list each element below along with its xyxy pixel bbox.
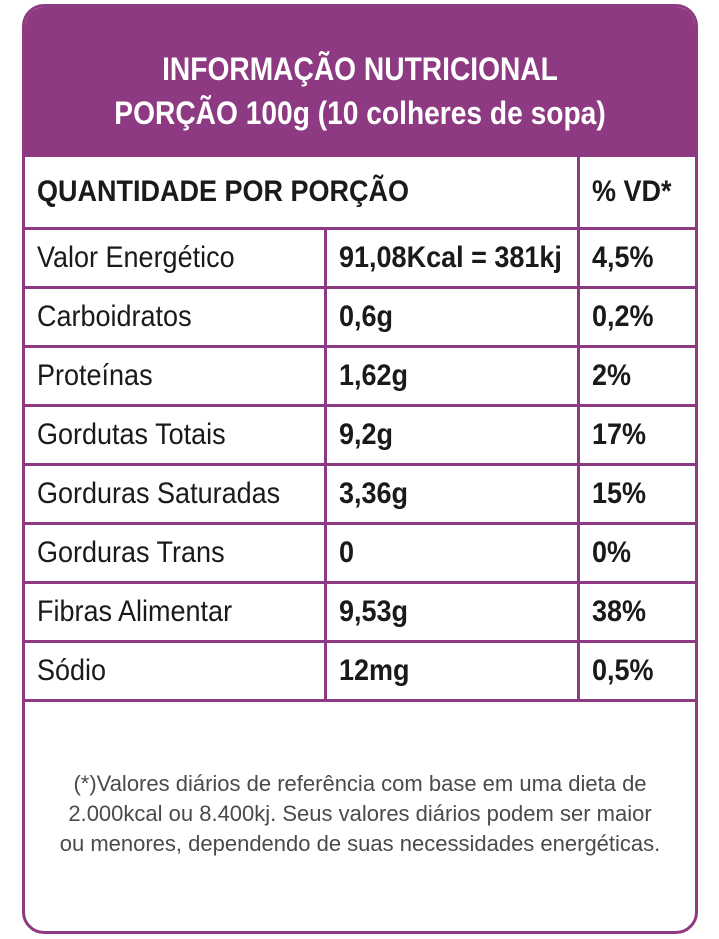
footnote-line: ou menores, dependendo de suas necessida…: [59, 831, 661, 856]
vd-header: % VD*: [576, 157, 695, 230]
nutrient-amount: 9,2g: [323, 403, 580, 466]
nutrient-name: Sódio: [25, 639, 327, 702]
nutrient-amount: 91,08Kcal = 381kj: [323, 226, 580, 289]
nutrient-amount: 1,62g: [323, 344, 580, 407]
nutrient-name: Gorduras Trans: [25, 521, 327, 584]
nutrient-vd: 4,5%: [576, 226, 695, 289]
nutrient-amount: 0,6g: [323, 285, 580, 348]
nutrient-vd: 0,2%: [576, 285, 695, 348]
nutrient-amount: 0: [323, 521, 580, 584]
nutrient-name: Fibras Alimentar: [25, 580, 327, 643]
nutrient-vd: 38%: [576, 580, 695, 643]
nutrient-amount: 12mg: [323, 639, 580, 702]
table-row: Gorduras Saturadas 3,36g 15%: [25, 462, 695, 525]
nutrient-name: Gorduras Saturadas: [25, 462, 327, 525]
nutrition-title: INFORMAÇÃO NUTRICIONAL: [162, 51, 558, 87]
table-row: Proteínas 1,62g 2%: [25, 344, 695, 407]
nutrient-vd: 17%: [576, 403, 695, 466]
nutrient-name: Valor Energético: [25, 226, 327, 289]
table-header-row: QUANTIDADE POR PORÇÃO % VD*: [25, 157, 695, 230]
nutrition-table: QUANTIDADE POR PORÇÃO % VD* Valor Energé…: [25, 157, 695, 702]
daily-values-footnote: (*)Valores diários de referência com bas…: [25, 769, 695, 859]
nutrient-vd: 2%: [576, 344, 695, 407]
table-row: Gorduras Trans 0 0%: [25, 521, 695, 584]
table-row: Valor Energético 91,08Kcal = 381kj 4,5%: [25, 226, 695, 289]
table-row: Gordutas Totais 9,2g 17%: [25, 403, 695, 466]
nutrient-name: Proteínas: [25, 344, 327, 407]
nutrient-vd: 0,5%: [576, 639, 695, 702]
nutrient-name: Carboidratos: [25, 285, 327, 348]
nutrition-header: INFORMAÇÃO NUTRICIONAL PORÇÃO 100g (10 c…: [25, 7, 695, 157]
table-row: Fibras Alimentar 9,53g 38%: [25, 580, 695, 643]
nutrient-vd: 0%: [576, 521, 695, 584]
nutrient-amount: 3,36g: [323, 462, 580, 525]
nutrient-amount: 9,53g: [323, 580, 580, 643]
footnote-line: 2.000kcal ou 8.400kj. Seus valores diári…: [68, 801, 652, 826]
quantity-per-portion-header: QUANTIDADE POR PORÇÃO: [25, 157, 580, 230]
nutrient-name: Gordutas Totais: [25, 403, 327, 466]
nutrition-facts-panel: INFORMAÇÃO NUTRICIONAL PORÇÃO 100g (10 c…: [22, 4, 698, 934]
table-row: Carboidratos 0,6g 0,2%: [25, 285, 695, 348]
table-row: Sódio 12mg 0,5%: [25, 639, 695, 702]
nutrient-vd: 15%: [576, 462, 695, 525]
footnote-line: (*)Valores diários de referência com bas…: [73, 771, 647, 796]
portion-size: PORÇÃO 100g (10 colheres de sopa): [114, 95, 606, 131]
